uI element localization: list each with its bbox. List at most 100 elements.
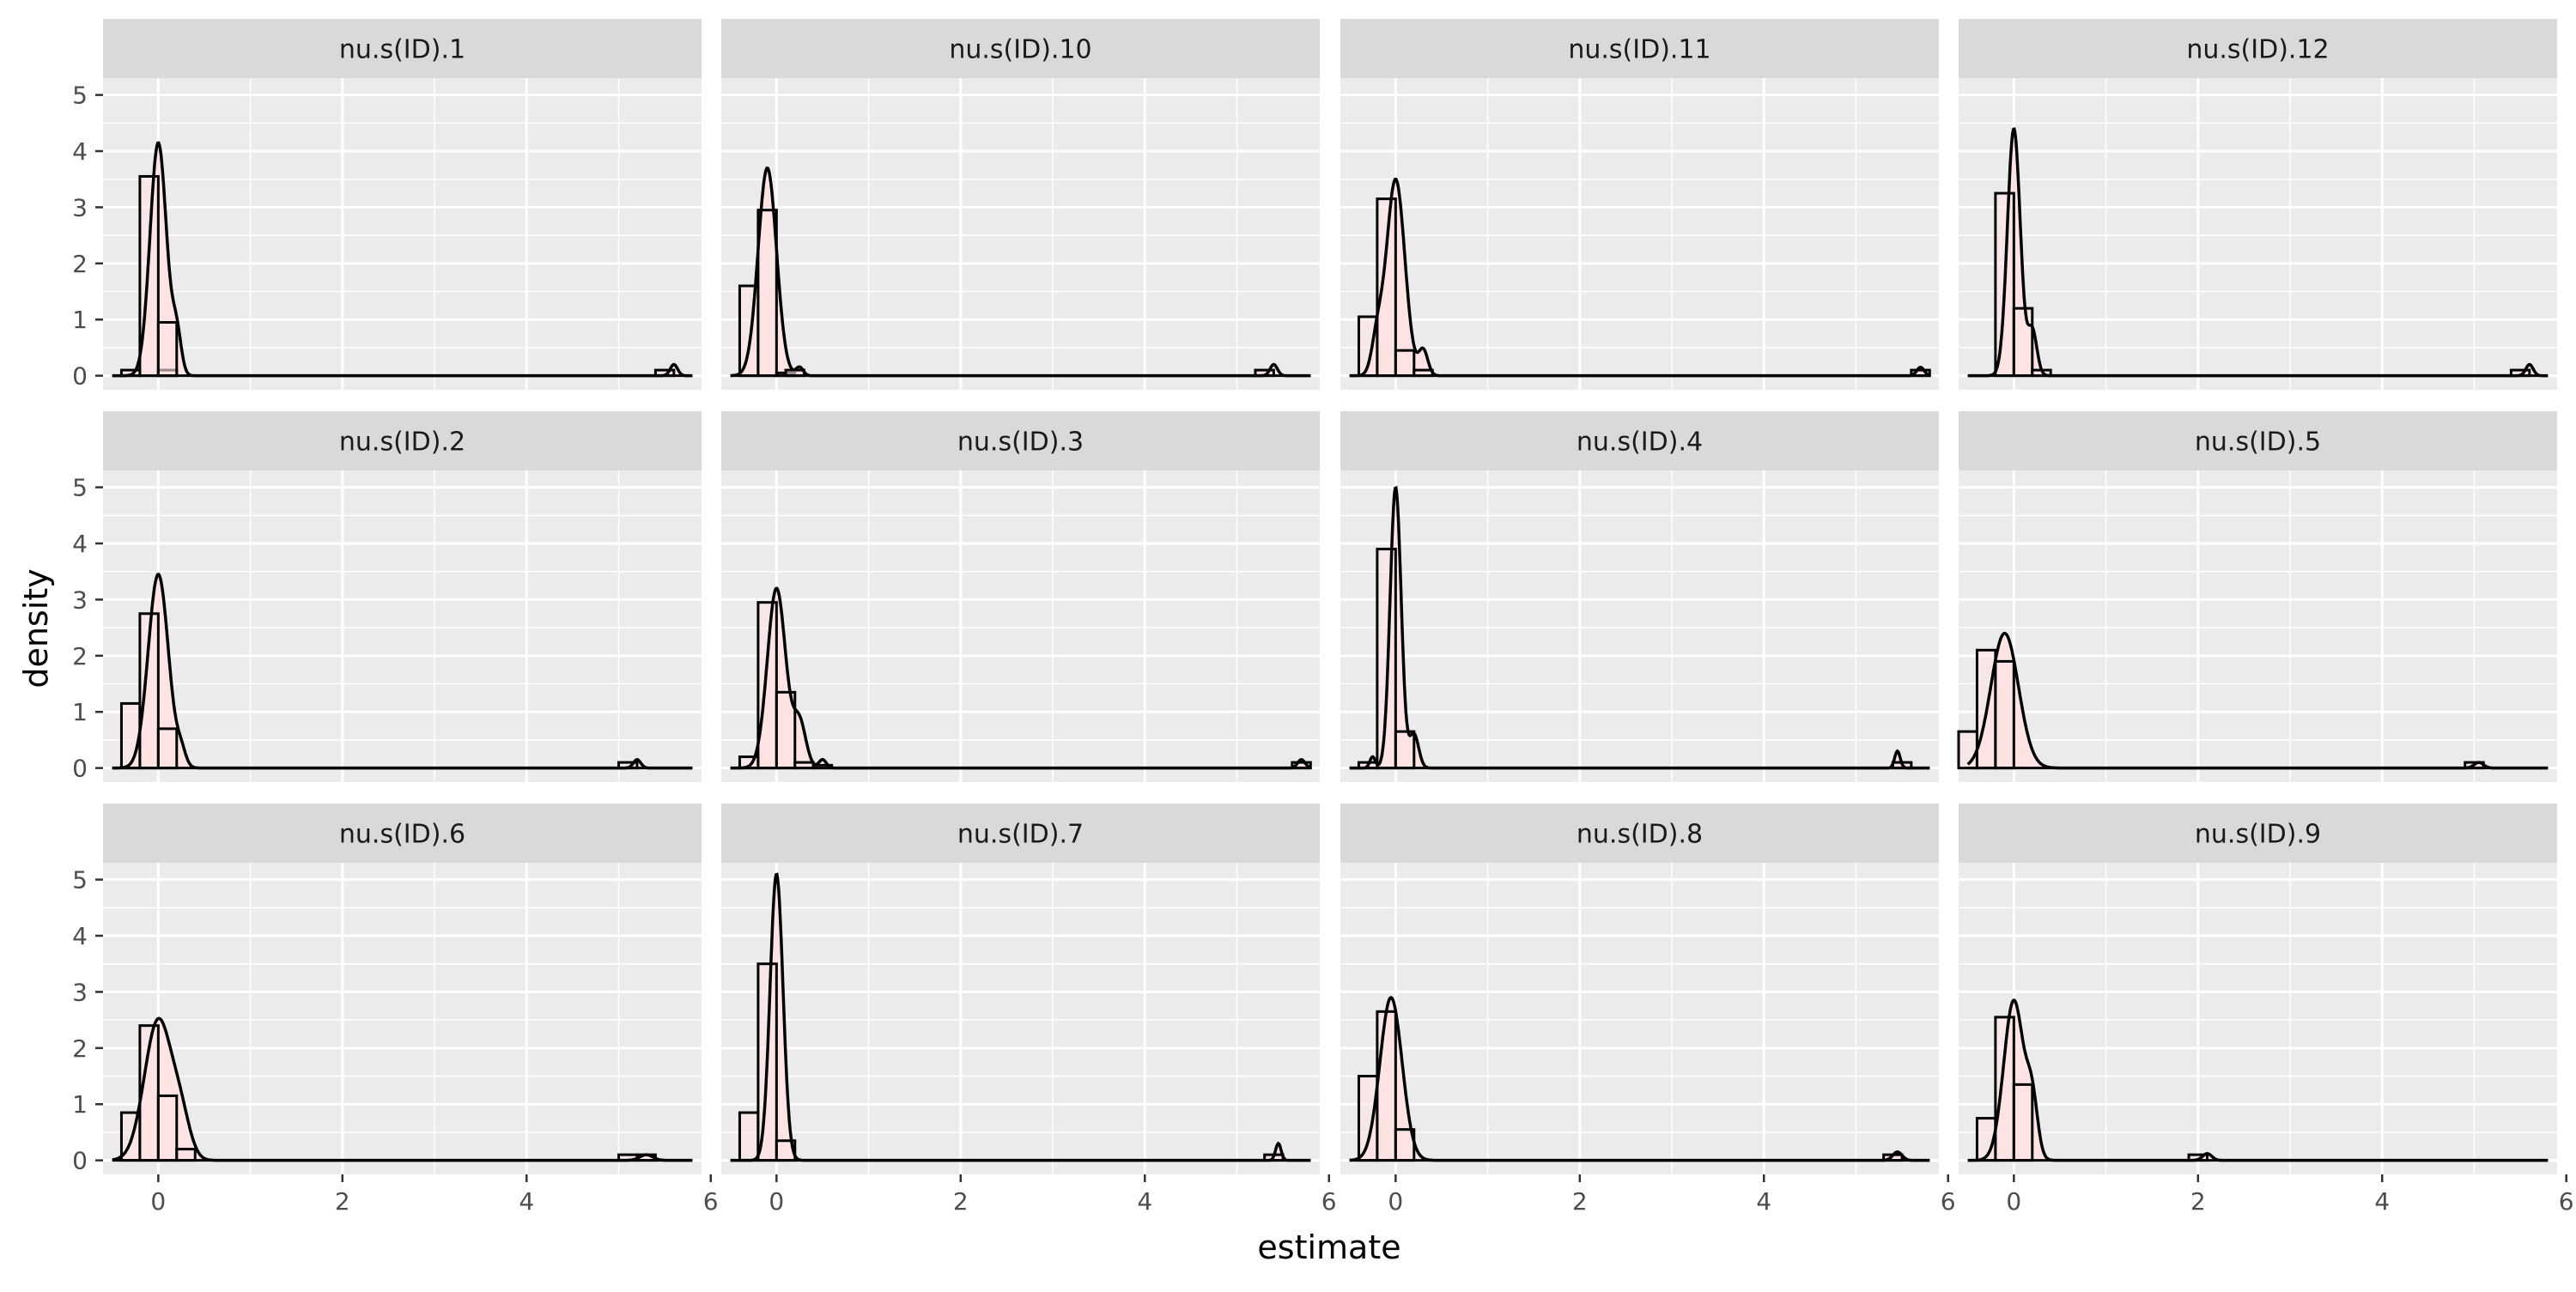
x-tick-label: 6 — [1321, 1187, 1337, 1216]
facet-strip — [1959, 804, 2557, 863]
histogram-bar — [156, 1094, 179, 1162]
x-tick-label: 6 — [703, 1187, 719, 1216]
panel-background — [1959, 470, 2557, 782]
facet-panel: nu.s(ID).9 0 2 4 6 — [1959, 804, 2574, 1216]
density-line — [730, 166, 1311, 378]
facet-panel: nu.s(ID).5 — [1957, 411, 2568, 782]
density-line — [112, 141, 693, 378]
facet-panel: nu.s(ID).10 — [721, 19, 1331, 390]
y-tick-label: 3 — [72, 585, 88, 614]
density-area — [1967, 633, 2549, 768]
density-line — [730, 872, 1311, 1162]
histogram-bar — [1394, 349, 1416, 378]
panel-background — [1340, 863, 1939, 1174]
y-tick-label: 0 — [72, 755, 88, 783]
panel-background — [721, 470, 1320, 782]
y-tick-label: 4 — [72, 922, 88, 950]
x-tick-label: 2 — [335, 1187, 350, 1216]
x-tick-label: 0 — [1388, 1187, 1403, 1216]
facet-strip — [103, 19, 702, 78]
x-tick-label: 4 — [1756, 1187, 1771, 1216]
histogram-bar — [156, 727, 179, 770]
density-line — [1967, 127, 2549, 378]
facet-label: nu.s(ID).11 — [1568, 35, 1710, 65]
x-tick-label: 0 — [769, 1187, 784, 1216]
facet-panel: nu.s(ID).3 — [721, 411, 1331, 782]
density-line — [112, 573, 693, 770]
histogram-bar — [1394, 730, 1416, 770]
x-tick-label: 6 — [2559, 1187, 2574, 1216]
facet-label: nu.s(ID).10 — [949, 35, 1091, 65]
y-tick-label: 3 — [72, 193, 88, 221]
facet-panel: nu.s(ID).4 — [1340, 411, 1950, 782]
facet-label: nu.s(ID).9 — [2195, 820, 2321, 850]
facet-strip — [103, 411, 702, 470]
histogram-bar — [119, 701, 142, 770]
facet-label: nu.s(ID).12 — [2186, 35, 2329, 65]
facet-panel: nu.s(ID).11 — [1340, 19, 1950, 390]
density-area — [730, 874, 1311, 1161]
facet-panel: nu.s(ID).12 — [1959, 19, 2568, 390]
histogram-bar — [756, 601, 778, 770]
facet-label: nu.s(ID).4 — [1577, 428, 1703, 458]
facet-strip — [721, 411, 1320, 470]
x-tick-label: 2 — [1572, 1187, 1588, 1216]
facet-panel: nu.s(ID).8 0 2 4 6 — [1340, 804, 1956, 1216]
y-tick-label: 0 — [72, 1147, 88, 1175]
histogram-bar — [756, 209, 778, 378]
density-line — [1349, 996, 1930, 1162]
y-tick-label: 5 — [72, 474, 88, 502]
y-tick-label: 3 — [72, 978, 88, 1006]
x-tick-label: 6 — [1941, 1187, 1956, 1216]
histogram-bar — [1994, 1016, 2015, 1162]
facet-label: nu.s(ID).2 — [339, 428, 465, 458]
y-tick-label: 1 — [72, 306, 88, 334]
density-line — [1966, 631, 2549, 770]
facet-label: nu.s(ID).7 — [957, 820, 1084, 850]
density-line — [112, 1016, 693, 1162]
histogram-bar — [2012, 306, 2034, 378]
y-axis-title: density — [17, 568, 55, 688]
x-tick-label: 4 — [519, 1187, 534, 1216]
panel-background — [103, 470, 702, 782]
histogram-bar — [1376, 548, 1397, 770]
facet-strip — [1340, 19, 1939, 78]
x-tick-label: 4 — [1137, 1187, 1152, 1216]
density-line — [1349, 178, 1930, 378]
histogram-bar — [175, 1148, 197, 1162]
y-tick-label: 2 — [72, 1034, 88, 1063]
x-tick-label: 0 — [150, 1187, 166, 1216]
panel-background — [721, 863, 1320, 1174]
facet-label: nu.s(ID).6 — [339, 820, 465, 850]
histogram-bar — [1357, 1075, 1379, 1162]
y-tick-label: 5 — [72, 866, 88, 895]
density-line — [730, 586, 1311, 770]
y-tick-label: 2 — [72, 250, 88, 278]
y-tick-label: 4 — [72, 530, 88, 558]
facet-label: nu.s(ID).8 — [1577, 820, 1703, 850]
facet-strip — [721, 804, 1320, 863]
facet-strip — [1340, 411, 1939, 470]
facet-panel: nu.s(ID).2 0 1 2 3 4 5 — [72, 411, 713, 783]
histogram-bar — [1376, 1010, 1397, 1162]
facet-panel: nu.s(ID).6 0 1 2 3 4 5 0 2 4 6 — [72, 804, 719, 1216]
density-line — [1967, 998, 2549, 1162]
facet-label: nu.s(ID).1 — [339, 35, 465, 65]
histogram-bar — [2012, 1083, 2034, 1162]
facet-strip — [1959, 19, 2557, 78]
y-tick-label: 0 — [72, 362, 88, 391]
x-tick-label: 4 — [2374, 1187, 2390, 1216]
facet-strip — [1959, 411, 2557, 470]
y-tick-label: 1 — [72, 1090, 88, 1119]
facet-panel: nu.s(ID).1 0 1 2 3 4 5 — [72, 19, 713, 391]
panel-background — [1340, 470, 1939, 782]
panel-background — [1959, 863, 2557, 1174]
facet-strip — [103, 804, 702, 863]
y-tick-label: 4 — [72, 137, 88, 166]
x-tick-label: 2 — [2190, 1187, 2206, 1216]
panel-background — [1340, 78, 1939, 390]
x-tick-label: 2 — [953, 1187, 969, 1216]
density-line — [1349, 485, 1930, 770]
histogram-bar — [156, 321, 179, 378]
